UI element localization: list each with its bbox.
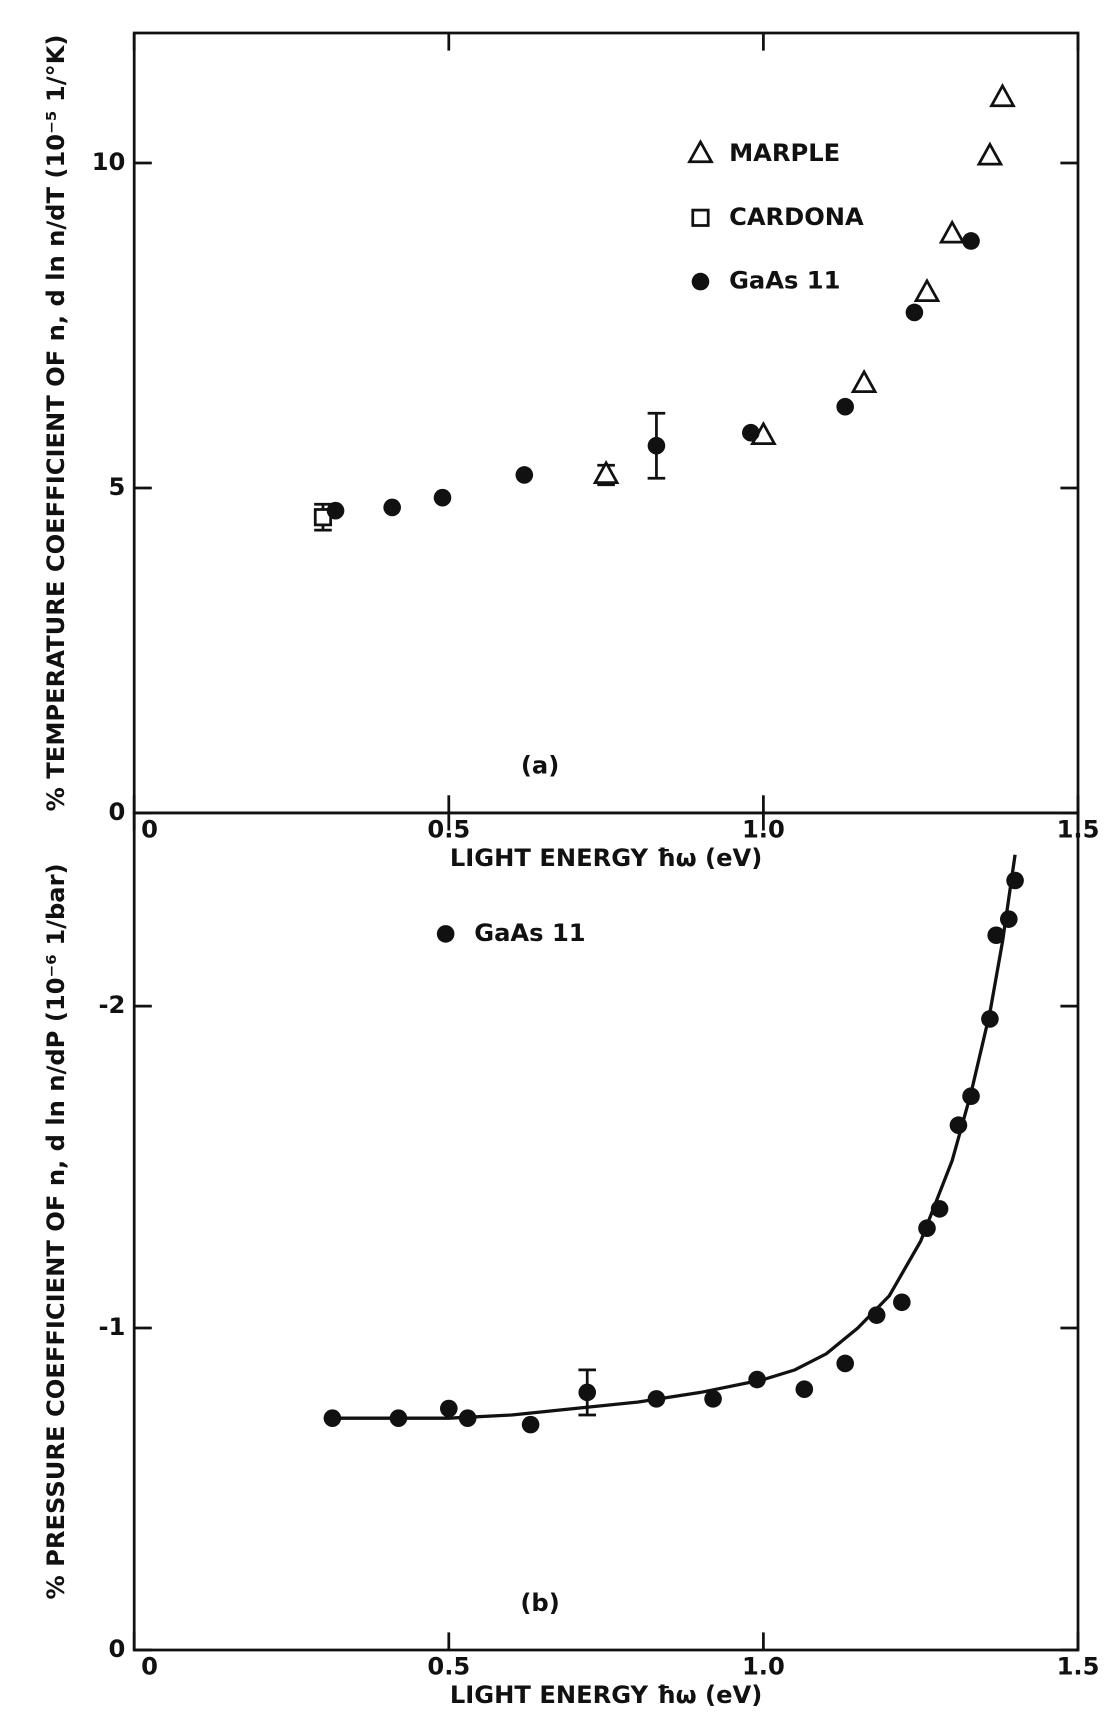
circle-marker [691, 272, 710, 291]
fit-curve [329, 854, 1017, 1420]
circle-marker [578, 1383, 597, 1402]
y-tick-label: 0 [109, 1635, 126, 1663]
circle-marker [383, 498, 401, 517]
circle-marker [440, 1399, 458, 1418]
legend-entry: GaAs 11 [436, 919, 586, 947]
panel-label: (b) [520, 1589, 559, 1617]
panel-label: (a) [521, 752, 559, 780]
legend-label: CARDONA [729, 203, 864, 231]
triangle-marker [976, 141, 1004, 166]
plot-frame [132, 31, 1080, 815]
series [326, 232, 980, 520]
x-tick-label: 1.0 [742, 1653, 785, 1681]
x-axis-label: LIGHT ENERGY ħω (eV) [450, 1681, 762, 1709]
circle-marker [962, 1087, 980, 1106]
y-tick-label: 5 [109, 473, 126, 501]
circle-marker [999, 910, 1018, 928]
circle-marker [458, 1409, 477, 1427]
legend-label: GaAs 11 [729, 267, 840, 295]
circle-marker [836, 1354, 854, 1373]
triangle-marker [850, 369, 878, 394]
triangle-marker [592, 460, 620, 485]
circle-marker [742, 423, 760, 442]
circle-marker [515, 466, 534, 484]
circle-marker [326, 501, 345, 520]
circle-marker [521, 1415, 540, 1434]
legend-label: GaAs 11 [474, 919, 585, 947]
triangle-marker [938, 219, 966, 244]
circle-marker [323, 1409, 342, 1427]
circle-marker [795, 1380, 814, 1399]
triangle-marker [913, 278, 941, 303]
y-axis-label: % PRESSURE COEFFICIENT OF n, d ln n/dP (… [42, 863, 70, 1599]
legend-entry: CARDONA [691, 203, 864, 231]
y-tick-label: 10 [92, 148, 126, 176]
circle-marker [436, 925, 455, 943]
triangle-marker [989, 83, 1016, 108]
circle-marker [918, 1219, 936, 1238]
circle-marker [867, 1306, 886, 1324]
circle-marker [647, 1390, 666, 1408]
circle-marker [748, 1370, 766, 1389]
circle-marker [981, 1010, 999, 1028]
circle-marker [987, 926, 1006, 945]
circle-marker [647, 436, 666, 455]
circle-marker [893, 1293, 911, 1312]
figure-body: 0 0.5 1.0 1.5 0 5 10 LIGHT ENERGY ħω (eV) % TEMP… [42, 31, 1100, 1709]
x-tick-label: 0 [141, 1653, 158, 1681]
legend-entry: GaAs 11 [691, 267, 840, 295]
triangle-marker [687, 139, 714, 164]
series [592, 83, 1016, 487]
circle-marker [704, 1390, 722, 1408]
circle-marker [930, 1200, 949, 1218]
x-tick-label: 0.5 [427, 1653, 470, 1681]
circle-marker [389, 1409, 408, 1427]
circle-marker [836, 397, 854, 416]
y-tick-label: -2 [99, 991, 126, 1019]
y-tick-label: -1 [99, 1313, 126, 1341]
legend-entry: MARPLE [687, 139, 840, 167]
series [323, 871, 1024, 1434]
x-axis-label: LIGHT ENERGY ħω (eV) [450, 844, 762, 872]
circle-marker [433, 488, 452, 507]
y-tick-label: 0 [109, 798, 126, 826]
x-tick-label: 1.5 [1057, 1653, 1100, 1681]
circle-marker [905, 303, 924, 322]
square-marker [691, 208, 710, 227]
circle-marker [962, 232, 980, 250]
legend-label: MARPLE [729, 139, 840, 167]
plot-frame [132, 811, 1080, 1652]
circle-marker [949, 1116, 968, 1135]
x-tick-label: 0 [141, 815, 158, 843]
y-axis-label: % TEMPERATURE COEFFICIENT OF n, d ln n/d… [42, 35, 70, 812]
circle-marker [1006, 871, 1024, 890]
